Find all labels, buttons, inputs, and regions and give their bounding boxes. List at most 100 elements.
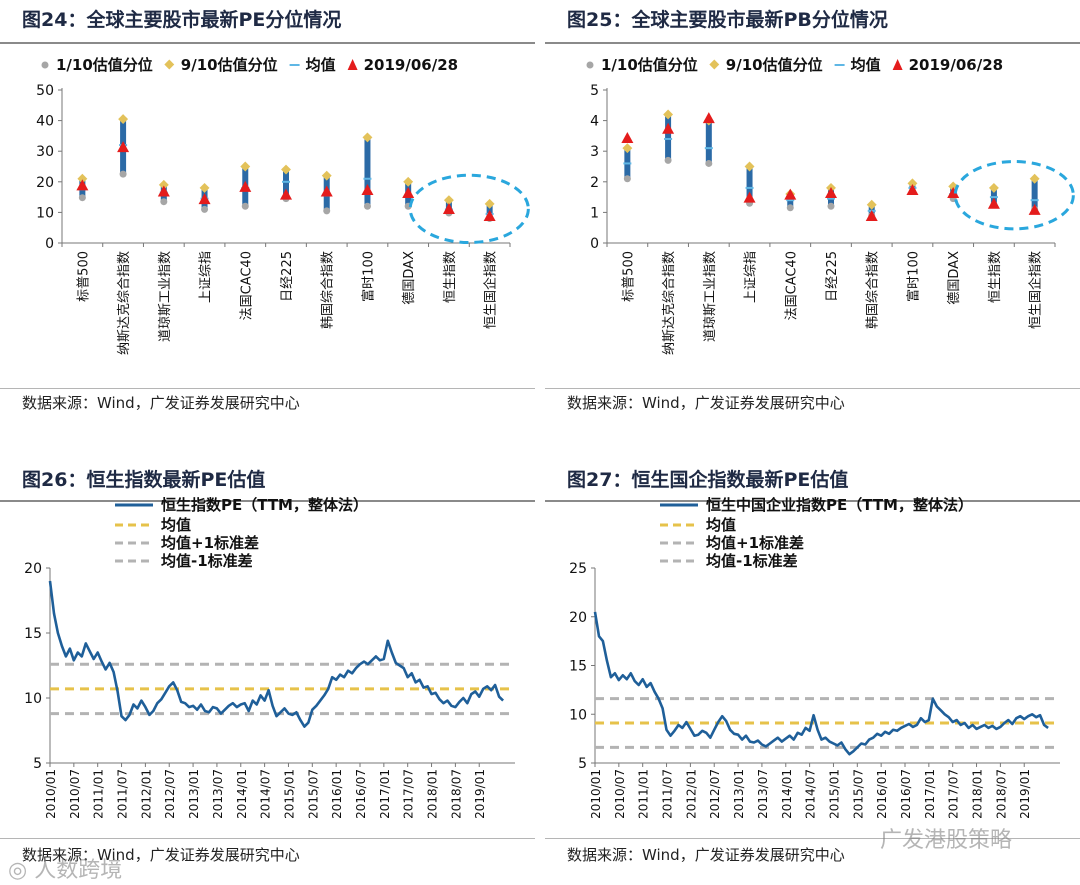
- p90-point: [362, 132, 373, 143]
- legend-label: 恒生中国企业指数PE（TTM，整体法）: [706, 496, 973, 514]
- pe-series-line: [593, 611, 1049, 756]
- legend-label: 均值-1标准差: [706, 552, 798, 570]
- p90-point: [484, 198, 495, 209]
- y-tick-label: 5: [578, 756, 587, 772]
- latest-point: [784, 188, 797, 200]
- y-tick-label: 3: [590, 144, 599, 160]
- y-tick-label: 0: [590, 236, 599, 252]
- p90-point: [199, 182, 210, 193]
- x-tick-label: 2019/01: [1018, 769, 1032, 819]
- x-category-label: 法国CAC40: [239, 251, 254, 320]
- source-rule: [545, 388, 1080, 389]
- latest-point: [825, 187, 837, 199]
- x-tick-label: 2010/07: [613, 769, 627, 819]
- legend-label: 均值+1标准差: [706, 534, 804, 552]
- latest-point: [483, 209, 496, 221]
- x-tick-label: 2014/01: [780, 769, 794, 819]
- x-category-label: 道琼斯工业指数: [158, 251, 173, 342]
- x-category-label: 富时100: [360, 251, 376, 302]
- y-tick-label: 1: [590, 205, 599, 221]
- legend-label: 9/10估值分位: [726, 56, 823, 74]
- range-bar: [1031, 178, 1038, 210]
- legend-label: 均值-1标准差: [161, 552, 253, 570]
- x-category-label: 上证综指: [744, 251, 759, 303]
- legend-label: 均值: [161, 516, 191, 534]
- x-tick-label: 2013/01: [732, 769, 746, 819]
- p10-point: [78, 194, 86, 202]
- x-tick-label: 2017/01: [923, 769, 937, 819]
- p90-point: [988, 182, 999, 193]
- y-tick-label: 10: [24, 691, 42, 707]
- source-rule: [0, 838, 535, 839]
- y-tick-label: 0: [45, 236, 54, 252]
- legend-label: 1/10估值分位: [56, 56, 153, 74]
- x-tick-label: 2010/01: [589, 769, 603, 819]
- x-tick-label: 2016/07: [354, 769, 368, 819]
- latest-point: [702, 112, 715, 124]
- x-tick-label: 2015/07: [306, 769, 320, 819]
- legend-label: 均值: [851, 56, 881, 74]
- x-tick-label: 2016/01: [875, 769, 889, 819]
- y-tick-label: 40: [36, 114, 54, 130]
- pb-percentile-chart: 1/10估值分位 9/10估值分位 均值 2019/06/28 0 1 2 3 4 5 标普500 纳…: [586, 56, 1075, 355]
- source-note: 数据来源：Wind，广发证券发展研究中心: [22, 846, 300, 864]
- p10-point: [119, 170, 127, 178]
- latest-point: [442, 202, 455, 214]
- x-tick-label: 2012/07: [163, 769, 177, 819]
- x-category-label: 标普500: [76, 251, 91, 302]
- latest-point: [662, 122, 675, 134]
- x-tick-label: 2012/07: [708, 769, 722, 819]
- highlight-ellipse: [953, 160, 1075, 231]
- x-tick-label: 2011/01: [92, 769, 106, 819]
- title-rule: [0, 500, 535, 502]
- legend-p90-marker: [709, 59, 720, 70]
- x-tick-label: 2015/07: [851, 769, 865, 819]
- latest-point: [117, 141, 130, 153]
- p90-point: [907, 178, 918, 189]
- range-bar: [705, 120, 712, 164]
- p90-point: [1029, 173, 1040, 184]
- x-category-label: 富时100: [905, 251, 921, 302]
- source-note: 数据来源：Wind，广发证券发展研究中心: [22, 394, 300, 412]
- latest-point: [1028, 203, 1041, 215]
- legend-label: 均值: [306, 56, 336, 74]
- pe-percentile-chart: 1/10估值分位 9/10估值分位 均值 2019/06/28 0 10 20 30 40 50 标…: [36, 56, 530, 355]
- p10-point: [201, 205, 209, 213]
- source-rule: [545, 838, 1080, 839]
- x-category-label: 恒生国企指数: [1028, 251, 1044, 329]
- legend-p10-marker: [41, 61, 49, 69]
- watermark-right: 广发港股策略: [880, 828, 1013, 853]
- panel-pe-percentile: 图24：全球主要股市最新PE分位情况 1/10估值分位 9/10估值分位 均值 201…: [0, 0, 535, 420]
- highlight-ellipse: [408, 173, 530, 245]
- latest-point: [906, 183, 919, 195]
- x-tick-label: 2015/01: [827, 769, 841, 819]
- p90-point: [744, 161, 755, 172]
- x-category-label: 德国DAX: [947, 251, 962, 305]
- x-tick-label: 2018/07: [994, 769, 1008, 819]
- p90-point: [158, 179, 169, 190]
- x-category-label: 德国DAX: [402, 251, 417, 305]
- p90-point: [443, 195, 454, 206]
- source-rule: [0, 388, 535, 389]
- x-category-label: 纳斯达克综合指数: [117, 251, 132, 355]
- p10-point: [664, 156, 672, 164]
- range-bar: [746, 166, 753, 204]
- x-tick-label: 2013/01: [187, 769, 201, 819]
- chart-title: 图25：全球主要股市最新PB分位情况: [567, 9, 888, 31]
- y-tick-label: 5: [33, 756, 42, 772]
- y-tick-label: 4: [590, 114, 599, 130]
- p10-point: [160, 198, 168, 206]
- p10-point: [623, 175, 631, 183]
- x-tick-label: 2011/07: [661, 769, 675, 819]
- p10-point: [827, 202, 835, 210]
- panel-hscei-pe: 图27：恒生国企指数最新PE估值 恒生中国企业指数PE（TTM，整体法） 均值 均值…: [545, 460, 1080, 885]
- x-tick-label: 2018/07: [449, 769, 463, 819]
- legend-label: 2019/06/28: [364, 56, 458, 74]
- x-tick-label: 2012/01: [139, 769, 153, 819]
- x-category-label: 恒生指数: [988, 251, 1003, 303]
- y-tick-label: 20: [24, 561, 42, 577]
- x-tick-label: 2010/07: [68, 769, 82, 819]
- pe-series-line: [48, 580, 505, 728]
